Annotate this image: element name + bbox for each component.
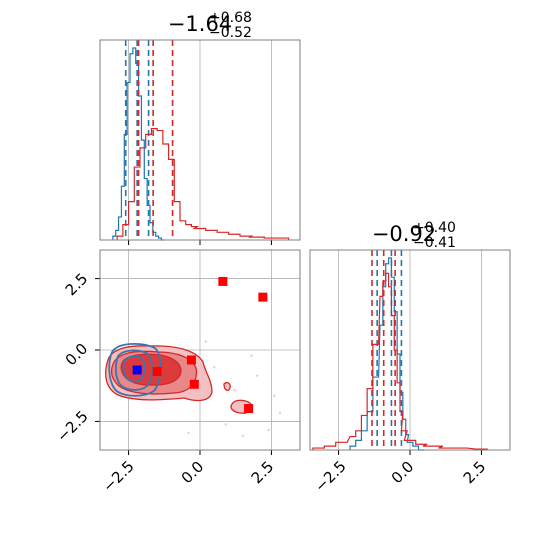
joint-x-tick-1: −2.5 [99,457,137,495]
joint-faint-dot-12 [250,354,253,357]
right-hist-0 [349,257,425,451]
joint-faint-dot-5 [255,374,259,377]
joint-y-tick-labels: 2.5 0.0 −2.5 [53,270,91,446]
right-x-tick-2: 0.0 [388,458,418,488]
joint-panel [95,249,301,455]
joint-x-tick-3: 2.5 [248,458,278,488]
joint-red-contour-2 [120,353,182,386]
joint-faint-dot-9 [278,411,282,415]
joint-faint-dot-4 [233,388,236,392]
joint-faint-dot-3 [213,365,216,369]
right-marginal-title-sub: −0.41 [413,235,456,251]
joint-red-marker-2 [186,355,196,365]
joint-y-tick-2: 0.0 [62,340,92,370]
right-hist-1 [312,272,488,450]
top-marginal-title: −1.64 [168,12,232,36]
top-hist-1 [116,128,290,240]
right-marginal-title: −0.92 [372,222,436,246]
joint-y-tick-3: −2.5 [53,407,91,445]
joint-blue-contour-2 [122,355,146,383]
top-frame [99,39,301,241]
right-x-tick-1: −2.5 [311,457,349,495]
joint-faint-dot-6 [273,394,276,397]
right-x-tick-labels: −2.5 0.0 2.5 [311,457,489,495]
joint-faint-dot-8 [241,434,245,437]
joint-y-tick-1: 2.5 [62,270,92,300]
joint-frame [99,249,301,451]
joint-red-marker-1 [258,292,268,302]
right-x-tick-3: 2.5 [460,458,490,488]
joint-faint-dot-13 [267,428,270,432]
joint-x-tick-labels: −2.5 0.0 2.5 [99,457,277,495]
joint-red-marker-4 [189,379,199,389]
joint-faint-dot-10 [187,431,190,435]
joint-red-marker-3 [152,366,162,376]
right-marginal-title-sup: +0.40 [413,220,456,236]
right-frame [309,249,511,451]
joint-x-tick-2: 0.0 [178,458,208,488]
joint-faint-dot-7 [224,423,227,426]
joint-blue-marker-0 [132,365,142,375]
joint-red-marker-0 [218,276,228,286]
joint-blue-contour-1 [114,349,153,391]
joint-red-marker-5 [244,404,254,414]
joint-faint-dot-11 [204,340,207,343]
top-marginal-title-sup: +0.68 [209,10,252,26]
joint-red-contour-island-2 [223,381,231,391]
top-marginal-title-sub: −0.52 [209,25,252,41]
top-marginal-panel [99,39,301,245]
joint-blue-contour-0 [108,343,162,397]
right-marginal-panel [309,249,511,455]
